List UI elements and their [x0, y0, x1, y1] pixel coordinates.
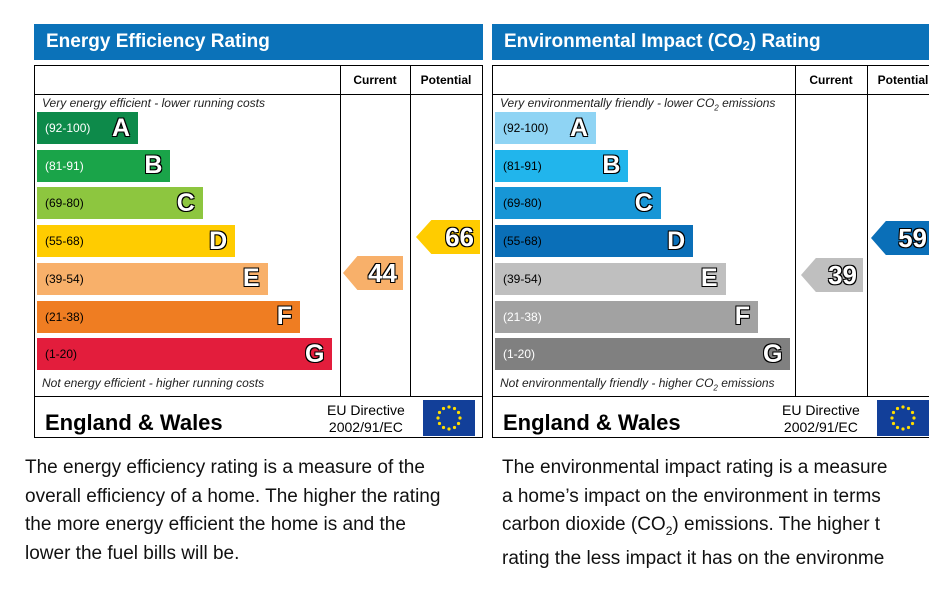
- eu-star: [890, 416, 894, 420]
- energy-efficiency-description: The energy efficiency rating is a measur…: [25, 457, 441, 564]
- eu-directive: EU Directive 2002/91/EC: [782, 402, 860, 435]
- band-letter: F: [734, 302, 750, 330]
- bottom-note: Not energy efficient - higher running co…: [42, 376, 265, 390]
- band-range: (1-20): [45, 347, 78, 362]
- eu-star: [895, 425, 900, 430]
- eu-star: [891, 421, 896, 426]
- environmental-impact-chart: Current Potential Very environmentally f…: [492, 65, 929, 438]
- region-label: England & Wales: [503, 410, 681, 435]
- band-letter: G: [304, 339, 325, 368]
- rating-band-f: (21-38) F: [37, 300, 300, 333]
- eu-star: [906, 425, 911, 430]
- bottom-note: Not environmentally friendly - higher CO…: [500, 376, 775, 393]
- column-current: Current: [809, 73, 853, 87]
- band-range: (21-38): [45, 309, 84, 324]
- eu-flag-icon: [877, 400, 929, 436]
- eu-star: [456, 410, 461, 415]
- energy-efficiency-chart: Current Potential Very energy efficient …: [34, 65, 483, 438]
- rating-band-c: (69-80) C: [495, 187, 661, 220]
- eu-star: [436, 416, 440, 420]
- column-potential: Potential: [420, 73, 472, 87]
- eu-star: [912, 416, 916, 420]
- rating-band-a: (92-100) A: [495, 112, 596, 144]
- rating-band-b: (81-91) B: [37, 149, 171, 182]
- band-letter: C: [176, 188, 195, 217]
- eu-star: [906, 406, 911, 411]
- current-rating-value: 44: [368, 257, 397, 288]
- band-letter: A: [569, 113, 588, 142]
- eu-star: [452, 406, 457, 411]
- band-letter: F: [276, 302, 292, 330]
- top-note: Very energy efficient - lower running co…: [42, 96, 265, 110]
- rating-band-e: (39-54) E: [37, 262, 268, 295]
- eu-star: [447, 427, 451, 431]
- band-letter: E: [242, 264, 260, 293]
- eu-star: [910, 410, 915, 415]
- eu-star: [437, 421, 442, 426]
- eu-star: [441, 406, 446, 411]
- rating-band-a: (92-100) A: [37, 112, 138, 144]
- band-range: (39-54): [45, 271, 84, 286]
- potential-rating-value: 66: [445, 221, 474, 252]
- current-rating-arrow: 44: [343, 256, 403, 290]
- band-letter: D: [209, 226, 228, 255]
- band-range: (55-68): [45, 234, 84, 249]
- rating-band-g: (1-20) G: [37, 338, 333, 371]
- band-range: (1-20): [503, 347, 536, 362]
- band-range: (69-80): [503, 196, 542, 211]
- band-letter: C: [634, 188, 653, 217]
- potential-rating-value: 59: [898, 222, 927, 253]
- band-letter: D: [667, 226, 686, 255]
- rating-band-e: (39-54) E: [495, 262, 726, 295]
- band-range: (92-100): [503, 121, 549, 135]
- band-letter: B: [144, 151, 163, 180]
- column-current: Current: [353, 73, 397, 87]
- band-letter: E: [700, 264, 718, 293]
- energy-efficiency-title: Energy Efficiency Rating: [34, 24, 483, 60]
- band-letter: A: [111, 113, 130, 142]
- eu-star: [441, 425, 446, 430]
- current-rating-arrow: 39: [801, 258, 863, 292]
- band-range: (69-80): [45, 196, 84, 211]
- band-range: (92-100): [45, 121, 91, 135]
- band-range: (21-38): [503, 309, 542, 324]
- eu-star: [456, 421, 461, 426]
- rating-band-b: (81-91) B: [495, 149, 629, 182]
- potential-rating-arrow: 59: [871, 221, 929, 255]
- band-range: (55-68): [503, 234, 542, 249]
- eu-star: [452, 425, 457, 430]
- band-range: (81-91): [45, 158, 84, 173]
- rating-band-d: (55-68) D: [37, 225, 236, 258]
- eu-directive: EU Directive 2002/91/EC: [327, 402, 405, 435]
- environmental-impact-title: Environmental Impact (CO2) Rating: [492, 24, 929, 60]
- top-note: Very environmentally friendly - lower CO…: [500, 96, 776, 113]
- eu-flag-icon: [423, 400, 475, 436]
- band-letter: B: [602, 151, 621, 180]
- region-label: England & Wales: [45, 410, 223, 435]
- column-potential: Potential: [877, 73, 929, 87]
- eu-star: [891, 410, 896, 415]
- current-rating-value: 39: [828, 259, 857, 290]
- eu-star: [901, 427, 905, 431]
- band-range: (39-54): [503, 271, 542, 286]
- eu-star: [895, 406, 900, 411]
- eu-star: [447, 405, 451, 409]
- potential-rating-arrow: 66: [416, 220, 480, 254]
- eu-star: [437, 410, 442, 415]
- eu-star: [458, 416, 462, 420]
- rating-band-d: (55-68) D: [495, 225, 694, 258]
- environmental-impact-panel: Environmental Impact (CO2) Rating Curren…: [492, 24, 929, 438]
- band-range: (81-91): [503, 158, 542, 173]
- rating-band-f: (21-38) F: [495, 300, 758, 333]
- eu-star: [901, 405, 905, 409]
- eu-star: [910, 421, 915, 426]
- rating-band-g: (1-20) G: [495, 338, 791, 371]
- band-letter: G: [762, 339, 783, 368]
- energy-efficiency-panel: Energy Efficiency Rating Current Potenti…: [34, 24, 483, 438]
- environmental-impact-description: The environmental impact rating is a mea…: [502, 457, 888, 570]
- rating-band-c: (69-80) C: [37, 187, 203, 220]
